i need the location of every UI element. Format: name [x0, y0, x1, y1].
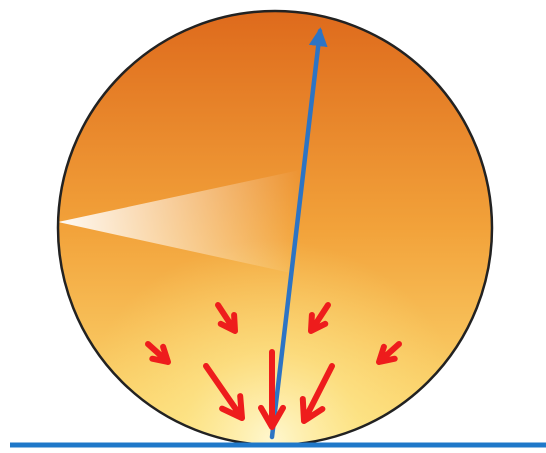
red-arrow-icon: [299, 363, 335, 424]
light-wedge: [58, 170, 300, 275]
sphere: [56, 9, 494, 447]
force-arrows: [145, 302, 402, 430]
red-arrow-icon: [308, 302, 331, 334]
red-arrow-icon: [376, 341, 402, 365]
blue-arrow-icon: [269, 27, 328, 440]
red-arrow-icon: [258, 349, 286, 430]
red-arrow-icon: [203, 363, 245, 421]
red-arrow-icon: [215, 302, 238, 334]
red-arrow-icon: [145, 341, 171, 365]
